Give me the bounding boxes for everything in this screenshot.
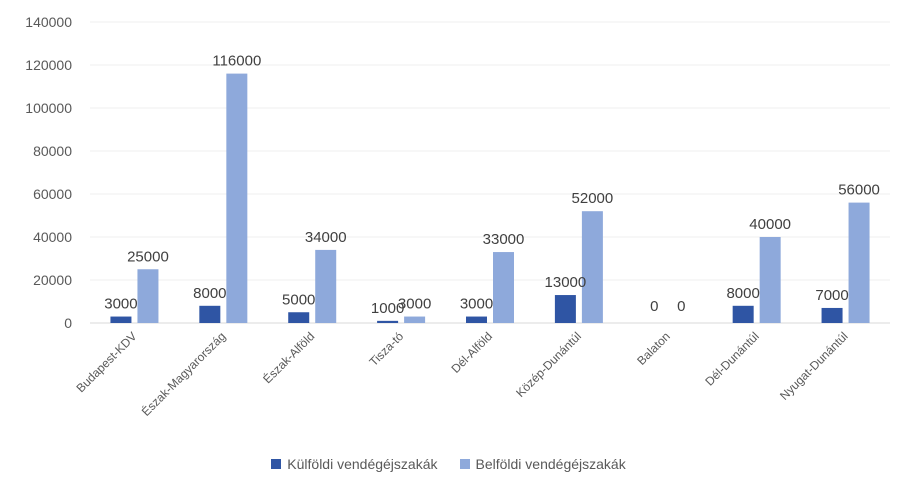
data-label: 40000	[749, 216, 791, 233]
x-tick-label: Balaton	[634, 329, 673, 368]
legend-swatch-domestic	[459, 459, 470, 469]
x-tick-label: Közép-Dunántúl	[513, 329, 584, 400]
bar	[821, 307, 843, 323]
y-tick-label: 120000	[25, 57, 72, 73]
x-tick-label: Nyugat-Dunántúl	[777, 329, 851, 403]
data-label: 7000	[815, 287, 848, 304]
data-label: 3000	[398, 296, 431, 313]
bar	[110, 316, 132, 323]
y-tick-label: 20000	[33, 272, 72, 288]
bar	[377, 320, 399, 323]
y-tick-label: 100000	[25, 100, 72, 116]
data-label: 8000	[726, 285, 759, 302]
legend-swatch-foreign	[271, 459, 282, 469]
x-axis: Budapest-KDV Észak-Magyarország Észak-Alfö…	[74, 329, 851, 419]
bar	[315, 249, 337, 323]
x-tick-label: Budapest-KDV	[74, 329, 140, 395]
x-tick-label: Dél-Dunántúl	[702, 329, 761, 388]
y-tick-label: 40000	[33, 229, 72, 245]
data-label: 5000	[282, 291, 315, 308]
bar	[137, 269, 159, 323]
bar	[404, 316, 426, 323]
data-label: 13000	[545, 274, 587, 291]
x-tick-label: Tisza-tó	[366, 329, 406, 369]
data-label: 33000	[483, 231, 525, 248]
legend-label-foreign: Külföldi vendégéjszakák	[287, 456, 438, 472]
bar	[226, 73, 248, 323]
legend: Külföldi vendégéjszakák Belföldi vendégé…	[0, 456, 897, 472]
bar	[732, 305, 754, 323]
x-tick-label: Dél-Alföld	[448, 329, 495, 376]
y-axis: 0 20000 40000 60000 80000 100000 120000 140000	[25, 14, 72, 331]
data-label: 0	[677, 298, 685, 315]
data-label: 25000	[127, 248, 169, 265]
x-tick-label: Észak-Alföld	[260, 329, 318, 387]
data-label: 116000	[212, 53, 261, 70]
data-label: 0	[650, 298, 658, 315]
data-label: 52000	[572, 190, 614, 207]
y-tick-label: 140000	[25, 14, 72, 30]
bar	[466, 316, 487, 323]
data-label: 3000	[460, 296, 493, 313]
data-label: 3000	[104, 296, 137, 313]
bars	[110, 73, 870, 323]
x-tick-label: Észak-Magyarország	[138, 329, 228, 419]
bar	[554, 295, 576, 323]
legend-item-foreign: Külföldi vendégéjszakák	[271, 456, 438, 472]
bar	[759, 237, 781, 323]
bar	[493, 252, 514, 323]
bar	[288, 312, 310, 323]
y-tick-label: 80000	[33, 143, 72, 159]
bar	[848, 202, 870, 323]
legend-item-domestic: Belföldi vendégéjszakák	[459, 456, 626, 472]
gridlines	[90, 21, 890, 324]
data-label: 56000	[838, 182, 880, 199]
bar	[199, 305, 221, 323]
bar	[581, 211, 603, 323]
y-tick-label: 60000	[33, 186, 72, 202]
legend-label-domestic: Belföldi vendégéjszakák	[475, 456, 626, 472]
data-label: 34000	[305, 229, 347, 246]
data-label: 8000	[193, 285, 226, 302]
data-label: 1000	[371, 300, 404, 317]
y-tick-label: 0	[64, 315, 72, 331]
